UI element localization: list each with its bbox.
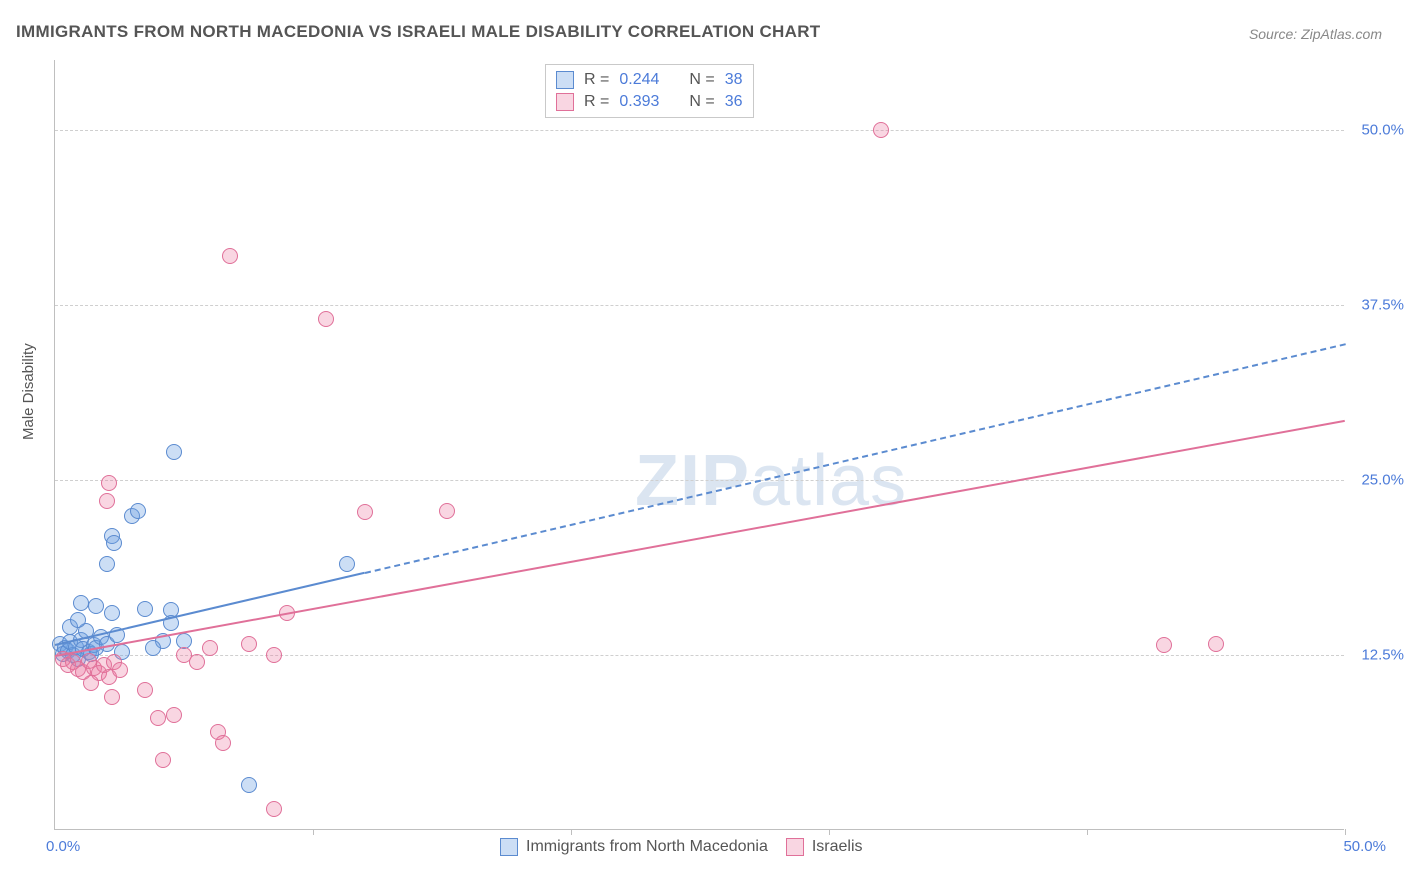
scatter-point-macedonia bbox=[241, 777, 257, 793]
legend-bottom: Immigrants from North Macedonia Israelis bbox=[500, 838, 863, 856]
legend-top: R = 0.244 N = 38 R = 0.393 N = 36 bbox=[545, 64, 754, 118]
scatter-point-israelis bbox=[104, 689, 120, 705]
gridline bbox=[55, 305, 1344, 306]
scatter-point-macedonia bbox=[130, 503, 146, 519]
x-tick bbox=[1345, 829, 1346, 835]
scatter-point-macedonia bbox=[70, 612, 86, 628]
scatter-point-israelis bbox=[1156, 637, 1172, 653]
r-value: 0.244 bbox=[619, 71, 659, 89]
legend-label: Immigrants from North Macedonia bbox=[526, 838, 768, 856]
scatter-point-israelis bbox=[1208, 636, 1224, 652]
y-tick-label: 25.0% bbox=[1349, 472, 1404, 489]
trend-line-macedonia bbox=[364, 343, 1345, 574]
gridline bbox=[55, 130, 1344, 131]
scatter-point-macedonia bbox=[145, 640, 161, 656]
legend-label: Israelis bbox=[812, 838, 863, 856]
scatter-point-macedonia bbox=[88, 598, 104, 614]
scatter-point-macedonia bbox=[106, 535, 122, 551]
y-tick-label: 50.0% bbox=[1349, 122, 1404, 139]
scatter-point-israelis bbox=[150, 710, 166, 726]
scatter-point-israelis bbox=[241, 636, 257, 652]
scatter-point-israelis bbox=[202, 640, 218, 656]
scatter-point-israelis bbox=[439, 503, 455, 519]
scatter-point-macedonia bbox=[137, 601, 153, 617]
n-label: N = bbox=[689, 71, 714, 89]
plot-area: ZIPatlas R =0.244N =38R =0.393N =36 12.5… bbox=[54, 60, 1344, 830]
scatter-point-macedonia bbox=[104, 605, 120, 621]
scatter-point-israelis bbox=[99, 493, 115, 509]
trend-line-israelis bbox=[55, 420, 1345, 657]
legend-bottom-item: Israelis bbox=[786, 838, 863, 856]
scatter-point-macedonia bbox=[166, 444, 182, 460]
scatter-point-israelis bbox=[873, 122, 889, 138]
legend-swatch bbox=[556, 71, 574, 89]
scatter-point-israelis bbox=[137, 682, 153, 698]
n-value: 36 bbox=[725, 93, 743, 111]
scatter-point-israelis bbox=[318, 311, 334, 327]
scatter-point-israelis bbox=[357, 504, 373, 520]
scatter-point-israelis bbox=[83, 675, 99, 691]
chart-title: IMMIGRANTS FROM NORTH MACEDONIA VS ISRAE… bbox=[16, 22, 820, 42]
gridline bbox=[55, 655, 1344, 656]
y-tick-label: 37.5% bbox=[1349, 297, 1404, 314]
scatter-point-macedonia bbox=[339, 556, 355, 572]
x-tick bbox=[571, 829, 572, 835]
scatter-point-israelis bbox=[222, 248, 238, 264]
scatter-point-israelis bbox=[112, 662, 128, 678]
legend-swatch bbox=[786, 838, 804, 856]
scatter-point-macedonia bbox=[99, 556, 115, 572]
legend-bottom-item: Immigrants from North Macedonia bbox=[500, 838, 768, 856]
scatter-point-israelis bbox=[155, 752, 171, 768]
x-tick bbox=[1087, 829, 1088, 835]
scatter-point-israelis bbox=[101, 475, 117, 491]
scatter-point-israelis bbox=[266, 647, 282, 663]
y-tick-label: 12.5% bbox=[1349, 647, 1404, 664]
r-label: R = bbox=[584, 93, 609, 111]
scatter-point-macedonia bbox=[73, 595, 89, 611]
legend-top-row: R = 0.393 N = 36 bbox=[556, 91, 743, 113]
legend-swatch bbox=[500, 838, 518, 856]
n-value: 38 bbox=[725, 71, 743, 89]
x-tick bbox=[829, 829, 830, 835]
legend-swatch bbox=[556, 93, 574, 111]
scatter-point-israelis bbox=[266, 801, 282, 817]
source-label: Source: ZipAtlas.com bbox=[1249, 26, 1382, 42]
legend-top-row: R = 0.244 N = 38 bbox=[556, 69, 743, 91]
scatter-point-israelis bbox=[189, 654, 205, 670]
n-label: N = bbox=[689, 93, 714, 111]
x-origin-label: 0.0% bbox=[46, 838, 80, 855]
scatter-point-israelis bbox=[215, 735, 231, 751]
watermark: ZIPatlas bbox=[635, 440, 907, 522]
scatter-point-israelis bbox=[166, 707, 182, 723]
x-tick bbox=[313, 829, 314, 835]
r-label: R = bbox=[584, 71, 609, 89]
r-value: 0.393 bbox=[619, 93, 659, 111]
gridline bbox=[55, 480, 1344, 481]
chart-container: IMMIGRANTS FROM NORTH MACEDONIA VS ISRAE… bbox=[0, 0, 1406, 892]
watermark-zip: ZIP bbox=[635, 441, 750, 521]
y-axis-title: Male Disability bbox=[20, 343, 37, 440]
x-max-label: 50.0% bbox=[1343, 838, 1386, 855]
